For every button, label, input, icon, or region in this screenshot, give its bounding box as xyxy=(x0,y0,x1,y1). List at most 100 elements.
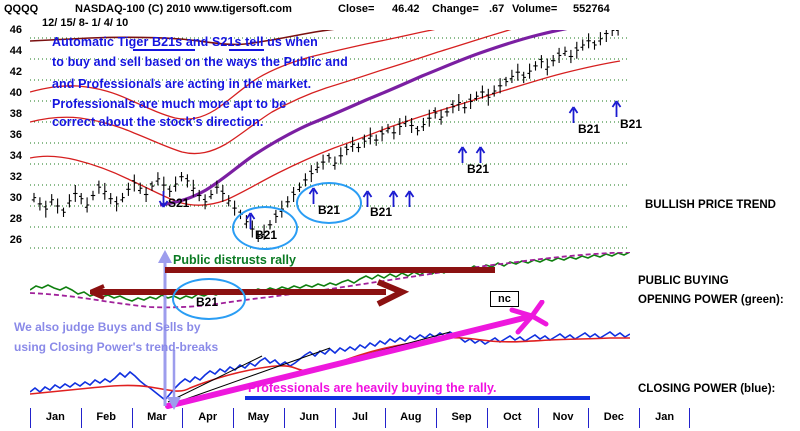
label-closing-power: CLOSING POWER (blue): xyxy=(638,383,776,395)
month-tick xyxy=(30,408,31,428)
opening-power-panel xyxy=(30,252,630,309)
annotation-line-1: Automatic Tiger B21s and S21s tell us wh… xyxy=(52,35,318,49)
header-close-label: Close= xyxy=(338,3,375,15)
magenta-trendline xyxy=(165,313,535,409)
y-axis-label: 42 xyxy=(9,66,22,78)
march-pointer-arrow xyxy=(158,250,172,406)
up-arrow-icon xyxy=(308,187,319,204)
month-tick xyxy=(283,408,285,428)
header-symbol: QQQQ xyxy=(4,3,39,15)
long-ma-line xyxy=(30,30,335,46)
month-label: Aug xyxy=(400,411,422,423)
month-label: Feb xyxy=(96,411,116,423)
month-tick xyxy=(80,408,82,428)
month-label: Jun xyxy=(299,411,319,423)
price-chart-panel xyxy=(30,30,630,249)
up-arrow-icon xyxy=(611,100,622,117)
month-label: Mar xyxy=(147,411,167,423)
ma21-line xyxy=(159,30,568,207)
signal-label-b21: B21 xyxy=(578,122,601,136)
label-opening-power: OPENING POWER (green): xyxy=(638,294,784,306)
month-tick xyxy=(436,408,438,428)
month-tick xyxy=(689,408,690,428)
upper-band-line xyxy=(30,30,436,120)
y-axis-label: 40 xyxy=(9,87,22,99)
label-bullish-price-trend: BULLISH PRICE TREND xyxy=(645,199,776,211)
header-close-value: 46.42 xyxy=(392,3,420,15)
signal-label-s21: S21 xyxy=(168,196,190,210)
header-date-range: 12/ 15/ 8- 1/ 4/ 10 xyxy=(42,17,129,29)
nc-box: nc xyxy=(490,291,519,307)
y-axis-label: 46 xyxy=(9,24,22,36)
mid-band-line xyxy=(30,30,512,155)
down-arrow-icon xyxy=(158,191,169,208)
magenta-text-underline xyxy=(245,396,590,400)
month-label: May xyxy=(247,411,270,423)
b21s-underline xyxy=(133,49,195,51)
closing-power-note-line-2: using Closing Power's trend-breaks xyxy=(14,340,219,354)
month-label: Jul xyxy=(352,411,368,423)
month-label: Oct xyxy=(503,411,522,423)
left-arrow-tip xyxy=(90,284,105,300)
lower-arrowhead xyxy=(366,279,410,307)
s21s-underline xyxy=(229,49,264,51)
y-axis-label: 26 xyxy=(9,234,22,246)
month-tick xyxy=(334,408,336,428)
up-arrow-icon xyxy=(245,212,256,229)
signal-label-b21: B21 xyxy=(255,228,278,242)
month-label: Sep xyxy=(451,411,472,423)
opening-power-line xyxy=(30,252,630,302)
header-volume-value: 552764 xyxy=(573,3,610,15)
month-tick xyxy=(385,408,387,428)
professionals-trendline xyxy=(165,300,549,409)
month-label: Jan xyxy=(45,411,65,423)
march-pointer-arrow-lower xyxy=(167,350,181,410)
month-tick xyxy=(639,408,641,428)
month-tick xyxy=(131,408,133,428)
y-axis-label: 30 xyxy=(9,192,22,204)
month-tick xyxy=(537,408,539,428)
signal-label-b21: B21 xyxy=(467,162,490,176)
y-axis-label: 36 xyxy=(9,129,22,141)
lower-band-line xyxy=(30,60,621,206)
up-arrow-icon xyxy=(362,190,373,207)
month-tick xyxy=(588,408,590,428)
month-label: Jan xyxy=(655,411,675,423)
month-label: Apr xyxy=(198,411,218,423)
signal-ellipse xyxy=(172,278,246,320)
month-tick xyxy=(182,408,184,428)
y-axis-label: 34 xyxy=(9,150,22,162)
up-arrow-icon xyxy=(404,190,415,207)
y-axis-label: 38 xyxy=(9,108,22,120)
month-label: Nov xyxy=(552,411,574,423)
up-arrow-icon xyxy=(568,106,579,123)
annotation-line-1-text: Automatic Tiger B21s and S21s tell us wh… xyxy=(52,35,318,49)
month-tick xyxy=(486,408,488,428)
month-tick xyxy=(233,408,235,428)
header-change-value: .67 xyxy=(489,3,505,15)
signal-label-b21: B21 xyxy=(370,205,393,219)
signal-label-b21: B21 xyxy=(318,203,341,217)
month-axis: Jan Feb Mar Apr May Jun Jul Aug Sep Oct Nov Dec Jan xyxy=(30,408,690,430)
y-axis-label: 28 xyxy=(9,213,22,225)
up-arrow-icon xyxy=(388,190,399,207)
signal-label-b21: B21 xyxy=(196,295,219,309)
annotation-line-5: correct about the stock's direction. xyxy=(52,115,264,129)
signal-ellipse xyxy=(296,182,362,224)
public-distrusts-rally-label: Public distrusts rally xyxy=(173,253,296,267)
signal-label-b21: B21 xyxy=(620,117,643,131)
closing-power-note-line-1: We also judge Buys and Sells by xyxy=(14,320,201,334)
month-label: Dec xyxy=(603,411,624,423)
closing-power-line xyxy=(30,331,630,402)
annotation-line-4: Professionals are much more apt to be xyxy=(52,97,287,111)
label-public-buying: PUBLIC BUYING xyxy=(638,275,729,287)
professionals-buying-label: Professionals are heavily buying the ral… xyxy=(248,381,497,395)
up-arrow-icon xyxy=(457,146,468,163)
header-change-label: Change= xyxy=(432,3,479,15)
header-index: NASDAQ-100 xyxy=(75,3,145,15)
annotation-line-3: and Professionals are acting in the mark… xyxy=(52,77,312,91)
up-arrow-icon xyxy=(475,146,486,163)
header-copyright: (C) 2010 www.tigersoft.com xyxy=(148,3,292,15)
y-axis-label: 44 xyxy=(9,45,22,57)
